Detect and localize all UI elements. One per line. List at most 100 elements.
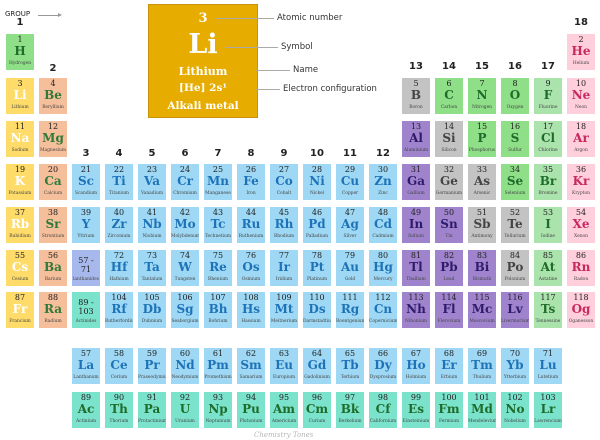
element-fm[interactable]: 100 Fm Fermium — [434, 391, 464, 429]
element-lv[interactable]: 116 Lv Livermorium — [500, 291, 530, 329]
element-os[interactable]: 76 Os Osmium — [236, 249, 266, 287]
element-rg[interactable]: 111 Rg Roentgenium — [335, 291, 365, 329]
element-eu[interactable]: 63 Eu Europium — [269, 347, 299, 385]
element-cr[interactable]: 24 Cr Chromium — [170, 163, 200, 201]
element-he[interactable]: 2 He Helium — [566, 33, 596, 71]
element-b[interactable]: 5 B Boron — [401, 77, 431, 115]
element-at[interactable]: 85 At Astatine — [533, 249, 563, 287]
element-y[interactable]: 39 Y Yttrium — [71, 206, 101, 244]
element-mn[interactable]: 25 Mn Manganese — [203, 163, 233, 201]
element-c[interactable]: 6 C Carbon — [434, 77, 464, 115]
element-al[interactable]: 13 Al Aluminium — [401, 120, 431, 158]
element-si[interactable]: 14 Si Silicon — [434, 120, 464, 158]
element-ge[interactable]: 32 Ge Germanium — [434, 163, 464, 201]
element-ir[interactable]: 77 Ir Iridium — [269, 249, 299, 287]
element-mg[interactable]: 12 Mg Magnesium — [38, 120, 68, 158]
element-cd[interactable]: 48 Cd Cadmium — [368, 206, 398, 244]
element-range-lanthanides[interactable]: 57 - 71 lanthanides — [71, 249, 101, 287]
element-cs[interactable]: 55 Cs Cesium — [5, 249, 35, 287]
element-ba[interactable]: 56 Ba Barium — [38, 249, 68, 287]
element-sc[interactable]: 21 Sc Scandium — [71, 163, 101, 201]
element-as[interactable]: 33 As Arsenic — [467, 163, 497, 201]
element-nd[interactable]: 60 Nd Neodymium — [170, 347, 200, 385]
element-rn[interactable]: 86 Rn Radon — [566, 249, 596, 287]
element-re[interactable]: 75 Re Rhenium — [203, 249, 233, 287]
element-nh[interactable]: 113 Nh Nihonium — [401, 291, 431, 329]
element-ac[interactable]: 89 Ac Actinium — [71, 391, 101, 429]
element-cf[interactable]: 98 Cf Californium — [368, 391, 398, 429]
element-pm[interactable]: 61 Pm Promethium — [203, 347, 233, 385]
element-rh[interactable]: 45 Rh Rhodium — [269, 206, 299, 244]
element-db[interactable]: 105 Db Dubnium — [137, 291, 167, 329]
element-la[interactable]: 57 La Lanthanum — [71, 347, 101, 385]
element-i[interactable]: 53 I Iodine — [533, 206, 563, 244]
element-lu[interactable]: 71 Lu Lutetium — [533, 347, 563, 385]
element-tl[interactable]: 81 Tl Thallium — [401, 249, 431, 287]
element-bk[interactable]: 97 Bk Berkelium — [335, 391, 365, 429]
element-be[interactable]: 4 Be Beryllium — [38, 77, 68, 115]
element-po[interactable]: 84 Po Polonium — [500, 249, 530, 287]
element-xe[interactable]: 54 Xe Xenon — [566, 206, 596, 244]
element-kr[interactable]: 36 Kr Krypton — [566, 163, 596, 201]
element-co[interactable]: 27 Co Cobalt — [269, 163, 299, 201]
element-pd[interactable]: 46 Pd Palladium — [302, 206, 332, 244]
element-pt[interactable]: 78 Pt Platinum — [302, 249, 332, 287]
element-te[interactable]: 52 Te Tellurium — [500, 206, 530, 244]
element-no[interactable]: 102 No Nobelium — [500, 391, 530, 429]
element-o[interactable]: 8 O Oxygen — [500, 77, 530, 115]
element-am[interactable]: 95 Am Americium — [269, 391, 299, 429]
element-ne[interactable]: 10 Ne Neon — [566, 77, 596, 115]
element-pu[interactable]: 94 Pu Plutonium — [236, 391, 266, 429]
element-ti[interactable]: 22 Ti Titanium — [104, 163, 134, 201]
element-gd[interactable]: 64 Gd Gadolinium — [302, 347, 332, 385]
element-yb[interactable]: 70 Yb Ytterbium — [500, 347, 530, 385]
element-tb[interactable]: 65 Tb Terbium — [335, 347, 365, 385]
element-range-actinides[interactable]: 89 - 103 Actinides — [71, 291, 101, 329]
element-k[interactable]: 19 K Potassium — [5, 163, 35, 201]
element-ni[interactable]: 28 Ni Nickel — [302, 163, 332, 201]
element-ho[interactable]: 67 Ho Holmium — [401, 347, 431, 385]
element-cn[interactable]: 112 Cn Copernicium — [368, 291, 398, 329]
element-dy[interactable]: 66 Dy Dysprosium — [368, 347, 398, 385]
element-ta[interactable]: 73 Ta Tantalum — [137, 249, 167, 287]
element-sb[interactable]: 51 Sb Antimony — [467, 206, 497, 244]
element-cl[interactable]: 17 Cl Chlorine — [533, 120, 563, 158]
element-pa[interactable]: 91 Pa Protactinium — [137, 391, 167, 429]
element-mc[interactable]: 115 Mc Moscovium — [467, 291, 497, 329]
element-ar[interactable]: 18 Ar Argon — [566, 120, 596, 158]
element-br[interactable]: 35 Br Bromine — [533, 163, 563, 201]
element-zn[interactable]: 30 Zn Zinc — [368, 163, 398, 201]
element-n[interactable]: 7 N Nitrogen — [467, 77, 497, 115]
element-ga[interactable]: 31 Ga Gallium — [401, 163, 431, 201]
element-hf[interactable]: 72 Hf Hafnium — [104, 249, 134, 287]
element-sg[interactable]: 106 Sg Seaborgium — [170, 291, 200, 329]
element-es[interactable]: 99 Es Einsteinium — [401, 391, 431, 429]
element-f[interactable]: 9 F Fluorine — [533, 77, 563, 115]
element-bi[interactable]: 83 Bi Bismuth — [467, 249, 497, 287]
element-pb[interactable]: 82 Pb Lead — [434, 249, 464, 287]
element-cm[interactable]: 96 Cm Curium — [302, 391, 332, 429]
element-se[interactable]: 34 Se Selenium — [500, 163, 530, 201]
element-ts[interactable]: 117 Ts Tennessine — [533, 291, 563, 329]
element-h[interactable]: 1 H Hydrogen — [5, 33, 35, 71]
element-tm[interactable]: 69 Tm Thulium — [467, 347, 497, 385]
element-md[interactable]: 101 Md Mendelevium — [467, 391, 497, 429]
element-fe[interactable]: 26 Fe Iron — [236, 163, 266, 201]
element-sm[interactable]: 62 Sm Samarium — [236, 347, 266, 385]
element-fl[interactable]: 114 Fl Flerovium — [434, 291, 464, 329]
element-fr[interactable]: 87 Fr Francium — [5, 291, 35, 329]
element-sn[interactable]: 50 Sn Tin — [434, 206, 464, 244]
element-rb[interactable]: 37 Rb Rubidium — [5, 206, 35, 244]
element-lr[interactable]: 103 Lr Lawrencium — [533, 391, 563, 429]
element-hs[interactable]: 108 Hs Hassium — [236, 291, 266, 329]
element-au[interactable]: 79 Au Gold — [335, 249, 365, 287]
element-s[interactable]: 16 S Sulfur — [500, 120, 530, 158]
element-cu[interactable]: 29 Cu Copper — [335, 163, 365, 201]
element-sr[interactable]: 38 Sr Strontium — [38, 206, 68, 244]
element-ds[interactable]: 110 Ds Darmstadtium — [302, 291, 332, 329]
element-li[interactable]: 3 Li Lithium — [5, 77, 35, 115]
element-in[interactable]: 49 In Indium — [401, 206, 431, 244]
element-na[interactable]: 11 Na Sodium — [5, 120, 35, 158]
